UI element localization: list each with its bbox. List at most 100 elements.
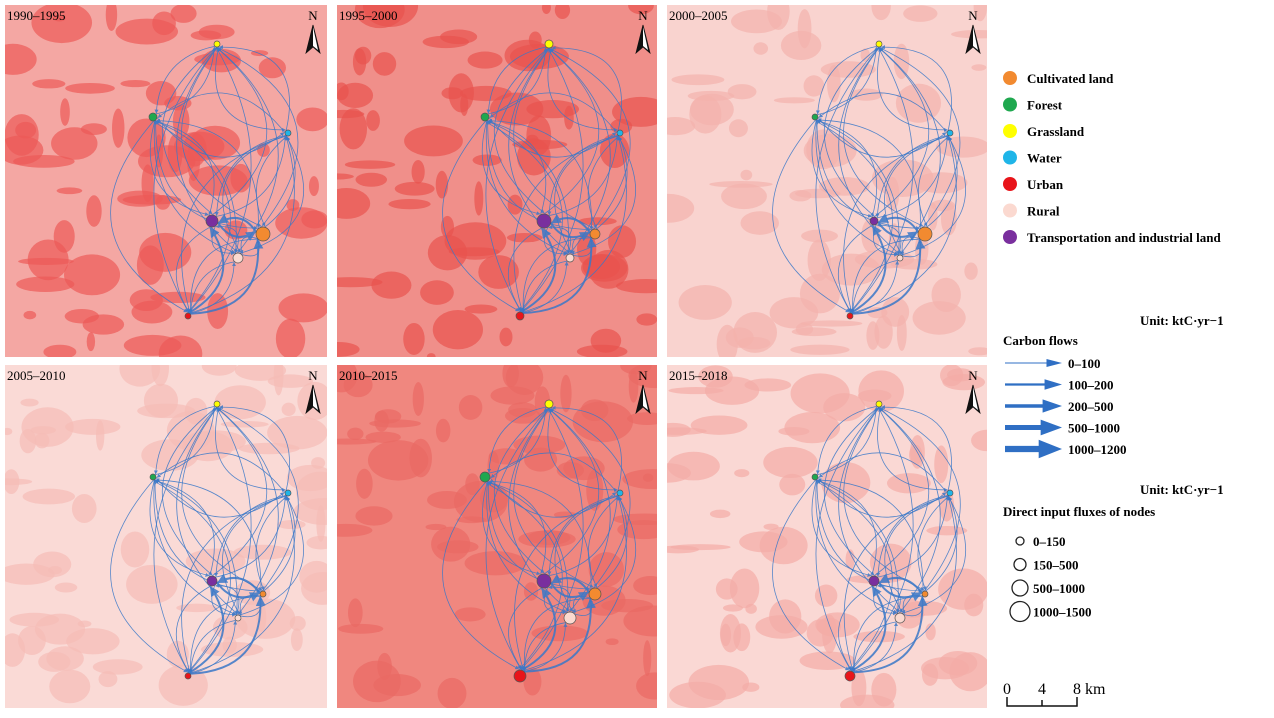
land-patch <box>65 83 115 94</box>
land-node <box>233 253 243 263</box>
land-patch <box>57 187 83 194</box>
land-node <box>285 490 291 496</box>
north-label: N <box>968 368 978 383</box>
land-patch <box>20 399 38 407</box>
land-patch <box>81 123 107 135</box>
land-patch <box>508 195 523 215</box>
land-node <box>947 130 953 136</box>
land-patch <box>72 494 97 523</box>
legend-label: Water <box>1027 151 1062 166</box>
map-body <box>0 0 329 371</box>
flow-class-label: 200–500 <box>1068 399 1114 414</box>
land-patch <box>126 565 177 604</box>
land-patch <box>185 398 208 425</box>
land-patch <box>55 583 78 593</box>
land-patch <box>478 255 519 289</box>
land-patch <box>897 315 907 351</box>
land-patch <box>465 305 498 314</box>
land-patch <box>591 329 622 353</box>
land-patch <box>459 395 483 420</box>
land-patch <box>468 52 503 69</box>
legend-swatch <box>1003 151 1017 165</box>
land-patch <box>670 544 730 550</box>
land-patch <box>221 421 269 428</box>
land-patch <box>936 136 990 157</box>
land-node <box>897 255 903 261</box>
land-patch <box>3 469 19 494</box>
land-patch <box>951 30 1005 38</box>
land-patch <box>5 114 39 156</box>
land-patch <box>10 613 60 627</box>
land-patch <box>629 370 639 402</box>
land-patch <box>902 601 947 616</box>
flow-swatch-head <box>1047 359 1063 367</box>
land-node <box>214 401 220 407</box>
land-patch <box>789 190 811 201</box>
land-node <box>285 130 291 136</box>
land-patch <box>489 448 524 464</box>
map-body <box>318 357 683 709</box>
land-patch <box>83 314 125 334</box>
land-patch <box>798 9 812 48</box>
legend-label: Grassland <box>1027 124 1085 139</box>
land-patch <box>679 285 732 320</box>
land-node <box>845 671 855 681</box>
land-patch <box>606 638 619 645</box>
land-node <box>545 40 553 48</box>
land-patch <box>24 311 37 319</box>
land-patch <box>404 126 463 157</box>
legend-label: Cultivated land <box>1027 71 1114 86</box>
flow-class-label: 1000–1200 <box>1068 442 1127 457</box>
land-node <box>537 214 551 228</box>
flow-class-label: 500–1000 <box>1068 421 1120 436</box>
land-patch <box>365 432 400 443</box>
land-patch <box>792 327 837 336</box>
land-patch <box>409 439 432 478</box>
land-patch <box>655 423 691 437</box>
land-patch <box>282 403 296 416</box>
land-patch <box>366 110 380 131</box>
land-patch <box>672 74 725 85</box>
land-patch <box>99 671 118 687</box>
land-patch <box>93 659 143 674</box>
land-node <box>922 591 928 597</box>
land-patch <box>853 631 904 642</box>
land-patch <box>922 663 938 686</box>
land-patch <box>800 320 862 326</box>
land-node <box>480 472 490 482</box>
flow-unit: Unit: ktC·yr−1 <box>1140 313 1224 328</box>
land-node <box>206 215 218 227</box>
land-node <box>895 613 905 623</box>
land-patch <box>926 526 967 535</box>
node-class-label: 0–150 <box>1033 534 1066 549</box>
scale-label: 0 <box>1003 681 1011 698</box>
land-patch <box>655 117 695 135</box>
panel-title: 2010–2015 <box>339 368 398 383</box>
land-patch <box>395 182 435 196</box>
land-patch <box>442 87 464 99</box>
land-node <box>260 591 266 597</box>
land-patch <box>455 607 486 621</box>
land-patch <box>971 64 986 71</box>
land-patch <box>347 428 363 440</box>
land-patch <box>817 618 841 636</box>
land-patch <box>2 428 12 435</box>
land-patch <box>251 50 268 56</box>
north-label: N <box>638 8 648 23</box>
map-body <box>643 364 1001 713</box>
scale-label: 8 km <box>1073 681 1106 698</box>
land-patch <box>627 412 667 425</box>
land-patch <box>279 293 329 322</box>
land-patch <box>433 310 483 349</box>
land-node <box>185 673 191 679</box>
land-patch <box>323 188 371 219</box>
north-label: N <box>308 8 318 23</box>
land-patch <box>716 578 738 599</box>
land-patch <box>202 356 237 375</box>
legend-swatch <box>1003 230 1017 244</box>
land-patch <box>345 160 395 168</box>
land-node <box>537 574 551 588</box>
land-node <box>207 576 217 586</box>
